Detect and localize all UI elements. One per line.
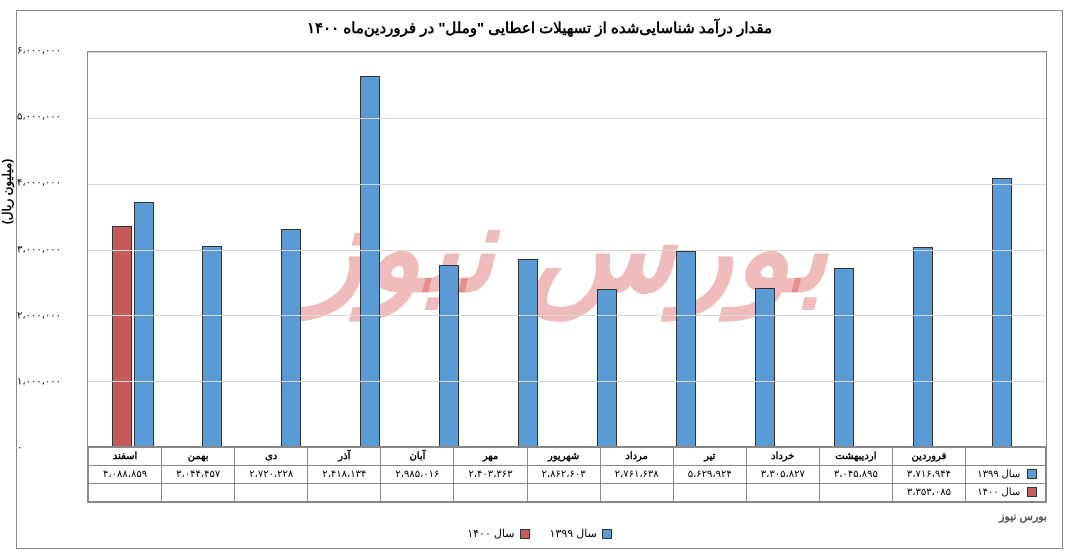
table-cell: ۳،۳۰۵،۸۲۷ xyxy=(740,466,813,484)
table-cell xyxy=(448,484,521,502)
table-col-header: مهر xyxy=(448,448,521,466)
table-col-header: بهمن xyxy=(156,448,229,466)
table-col-header: فروردین xyxy=(886,448,959,466)
y-tick-label: ۰ xyxy=(11,443,71,454)
table-cell: ۵،۶۲۹،۹۲۴ xyxy=(667,466,740,484)
series-name: سال ۱۴۰۰ xyxy=(971,487,1017,498)
table-cell: ۲،۴۰۳،۳۶۳ xyxy=(448,466,521,484)
legend-swatch xyxy=(514,529,524,539)
y-axis-label: (میلیون ریال) xyxy=(0,158,8,224)
y-tick-label: ۴،۰۰۰،۰۰۰ xyxy=(11,178,71,189)
chart-container: مقدار درآمد شناسایی‌شده از تسهیلات اعطای… xyxy=(10,10,1057,549)
table-row-header: سال ۱۴۰۰ xyxy=(960,484,1040,502)
legend: سال ۱۳۹۹ سال ۱۴۰۰ xyxy=(11,527,1056,540)
legend-item: سال ۱۳۹۹ xyxy=(544,527,606,540)
table-cell: ۲،۸۶۲،۶۰۳ xyxy=(521,466,594,484)
table-cell: ۴،۰۸۸،۸۵۹ xyxy=(83,466,156,484)
legend-label: سال ۱۴۰۰ xyxy=(461,527,508,540)
bar xyxy=(907,247,927,447)
legend-swatch xyxy=(596,529,606,539)
bar xyxy=(196,246,216,447)
chart-title: مقدار درآمد شناسایی‌شده از تسهیلات اعطای… xyxy=(11,11,1056,45)
table-cell: ۲،۷۲۰،۲۲۸ xyxy=(229,466,302,484)
bar xyxy=(433,265,453,447)
y-tick-label: ۵،۰۰۰،۰۰۰ xyxy=(11,112,71,123)
bar xyxy=(828,268,848,447)
grid-line xyxy=(82,184,1040,185)
table-cell: ۲،۷۶۱،۶۳۸ xyxy=(594,466,667,484)
table-cell xyxy=(667,484,740,502)
table-cell: ۳،۷۱۶،۹۴۴ xyxy=(886,466,959,484)
series-swatch xyxy=(1021,487,1031,497)
data-table-area: فروردیناردیبهشتخردادتیرمردادشهریورمهرآبا… xyxy=(81,446,1041,503)
bar xyxy=(354,76,374,447)
table-cell xyxy=(521,484,594,502)
table-col-header: اسفند xyxy=(83,448,156,466)
grid-line xyxy=(82,315,1040,316)
y-axis: (میلیون ریال) ۰۱،۰۰۰،۰۰۰۲،۰۰۰،۰۰۰۳،۰۰۰،۰… xyxy=(11,51,76,448)
table-cell: ۳،۰۴۵،۸۹۵ xyxy=(813,466,886,484)
table-row-header: سال ۱۳۹۹ xyxy=(960,466,1040,484)
bar xyxy=(591,289,611,447)
table-corner xyxy=(960,448,1040,466)
bar xyxy=(670,251,690,448)
legend-item: سال ۱۴۰۰ xyxy=(461,527,523,540)
bar xyxy=(128,202,148,447)
table-col-header: خرداد xyxy=(740,448,813,466)
series-name: سال ۱۳۹۹ xyxy=(971,469,1017,480)
table-col-header: اردیبهشت xyxy=(813,448,886,466)
bar xyxy=(275,229,295,447)
table-col-header: مرداد xyxy=(594,448,667,466)
data-table: فروردیناردیبهشتخردادتیرمردادشهریورمهرآبا… xyxy=(82,447,1040,502)
table-body: سال ۱۳۹۹ ۳،۷۱۶،۹۴۴۳،۰۴۵،۸۹۵۳،۳۰۵،۸۲۷۵،۶۲۹… xyxy=(83,466,1040,502)
table-cell xyxy=(594,484,667,502)
table-header-row: فروردیناردیبهشتخردادتیرمردادشهریورمهرآبا… xyxy=(83,448,1040,466)
table-cell xyxy=(740,484,813,502)
grid-line xyxy=(82,250,1040,251)
legend-label: سال ۱۳۹۹ xyxy=(544,527,591,540)
table-cell xyxy=(302,484,375,502)
bar xyxy=(512,259,532,447)
table-col-header: شهریور xyxy=(521,448,594,466)
table-cell xyxy=(156,484,229,502)
y-tick-label: ۱،۰۰۰،۰۰۰ xyxy=(11,376,71,387)
plot-area: بورس نیوز xyxy=(81,51,1041,448)
y-tick-label: ۳،۰۰۰،۰۰۰ xyxy=(11,244,71,255)
table-cell: ۲،۹۸۵،۰۱۶ xyxy=(375,466,448,484)
table-cell xyxy=(813,484,886,502)
y-tick-label: ۶،۰۰۰،۰۰۰ xyxy=(11,46,71,57)
grid-line xyxy=(82,381,1040,382)
table-cell: ۳،۰۴۴،۴۵۷ xyxy=(156,466,229,484)
y-tick-label: ۲،۰۰۰،۰۰۰ xyxy=(11,310,71,321)
bar xyxy=(986,178,1006,447)
table-col-header: دی xyxy=(229,448,302,466)
table-cell xyxy=(375,484,448,502)
table-col-header: تیر xyxy=(667,448,740,466)
table-cell xyxy=(229,484,302,502)
table-col-header: آذر xyxy=(302,448,375,466)
table-row: سال ۱۴۰۰ ۳،۳۵۳،۰۸۵ xyxy=(83,484,1040,502)
table-cell xyxy=(83,484,156,502)
table-cell: ۲،۴۱۸،۱۳۴ xyxy=(302,466,375,484)
grid-line xyxy=(82,52,1040,53)
series-swatch xyxy=(1021,469,1031,479)
table-row: سال ۱۳۹۹ ۳،۷۱۶،۹۴۴۳،۰۴۵،۸۹۵۳،۳۰۵،۸۲۷۵،۶۲۹… xyxy=(83,466,1040,484)
grid-line xyxy=(82,118,1040,119)
table-cell: ۳،۳۵۳،۰۸۵ xyxy=(886,484,959,502)
bar xyxy=(106,226,126,447)
bar xyxy=(749,288,769,447)
footer-credit: بورس نیوز xyxy=(993,510,1041,523)
table-col-header: آبان xyxy=(375,448,448,466)
